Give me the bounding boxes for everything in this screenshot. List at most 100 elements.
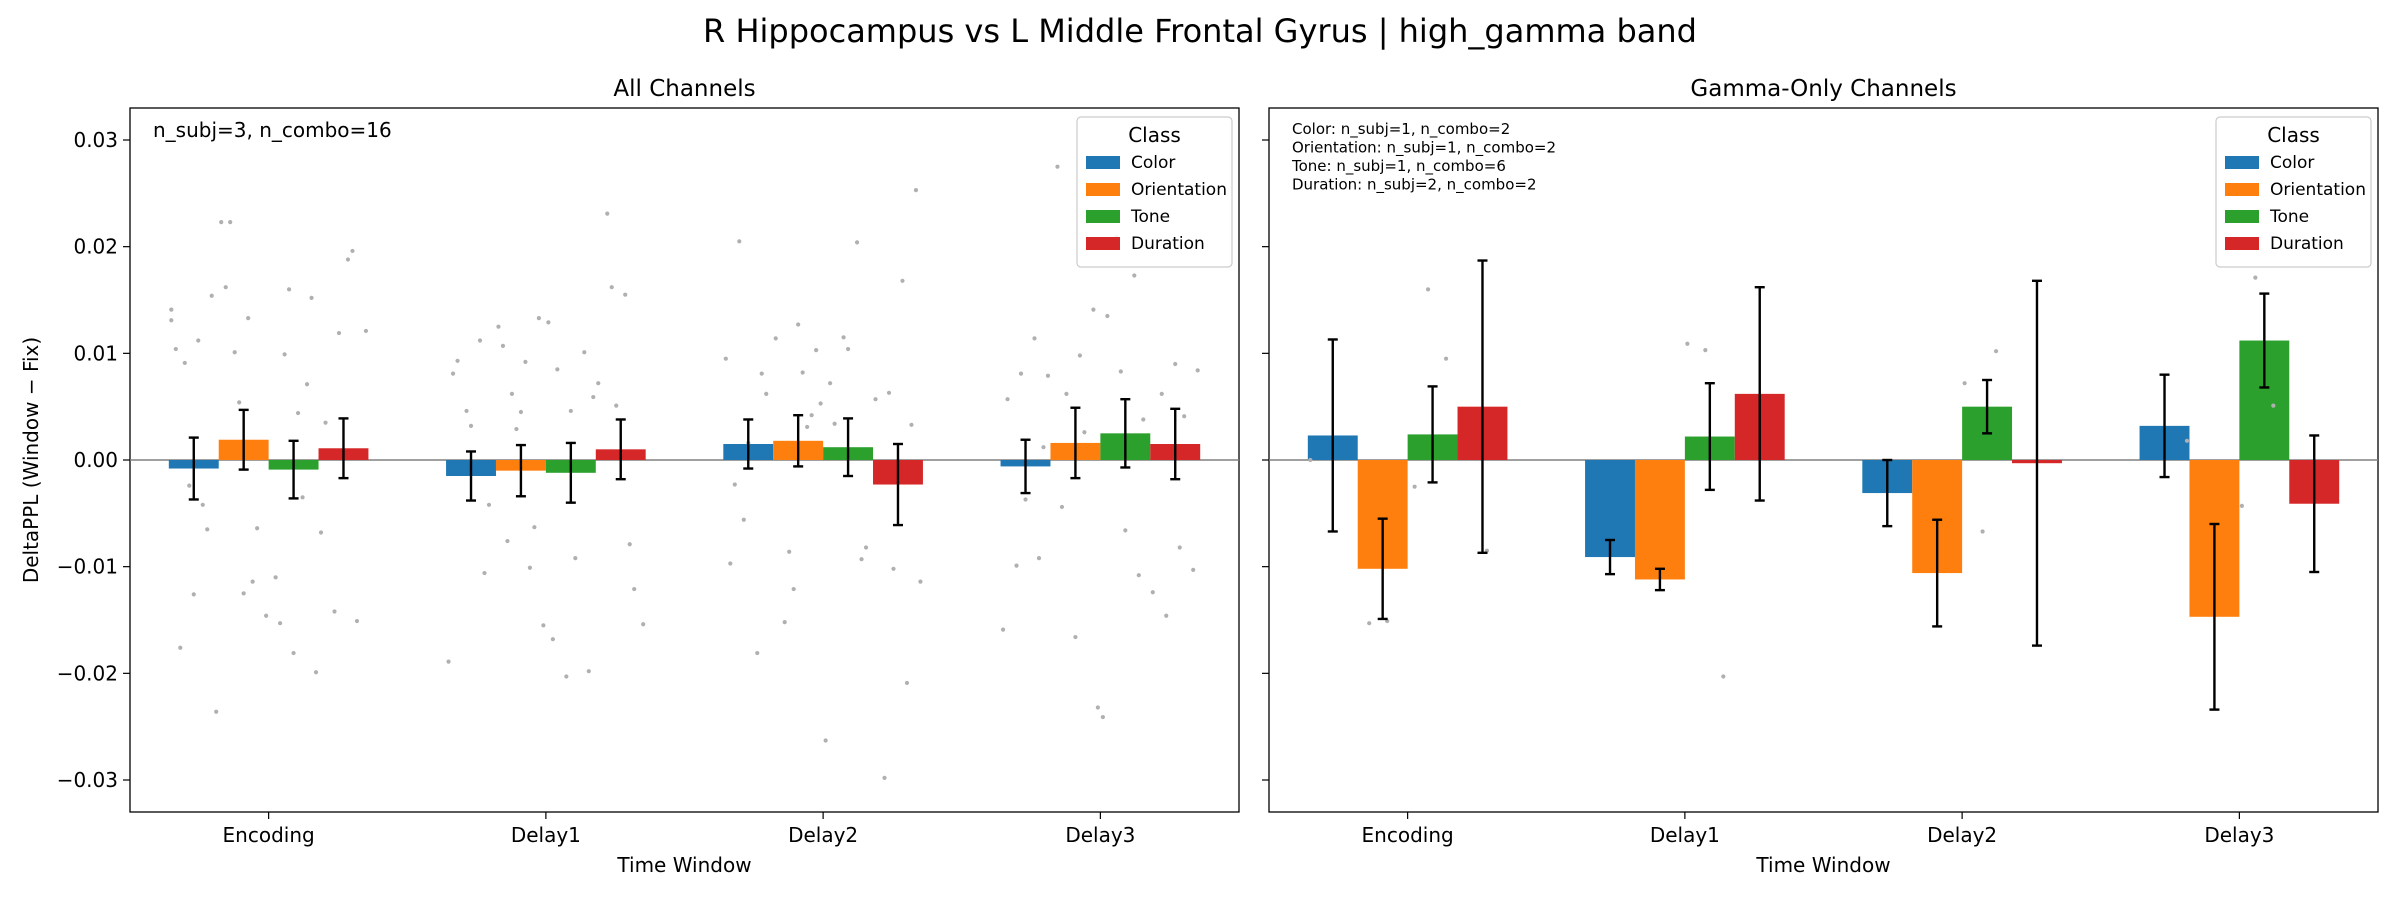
y-tick-label: −0.02 (57, 661, 118, 685)
data-point (873, 397, 878, 402)
error-bar-duration-delay1 (1754, 286, 1765, 502)
data-point (2184, 438, 2190, 443)
error-bar-duration-encoding (1477, 259, 1488, 554)
x-tick-label-delay1: Delay1 (1650, 823, 1720, 847)
error-bar-duration-delay2 (2031, 279, 2042, 647)
x-axis-label: Time Window (616, 853, 751, 877)
data-point (886, 390, 892, 395)
data-point (568, 408, 573, 414)
data-point (1045, 373, 1051, 378)
legend-swatch-color (1086, 156, 1120, 169)
data-point (805, 424, 810, 430)
data-point (573, 556, 578, 561)
data-point (455, 358, 460, 363)
error-bar-duration-delay3 (2309, 434, 2320, 574)
data-point (237, 400, 242, 405)
data-point (527, 565, 533, 570)
data-point (169, 318, 174, 323)
data-point (1000, 627, 1006, 632)
legend-swatch-color (2225, 156, 2259, 169)
data-point (228, 220, 233, 225)
data-point (1177, 545, 1182, 550)
error-bar-orientation-delay2 (1932, 518, 1943, 628)
data-point (209, 293, 214, 298)
data-point (1132, 273, 1137, 278)
error-bar-color-encoding (188, 436, 199, 501)
error-bar-color-delay2 (1882, 458, 1893, 528)
data-point (536, 316, 541, 321)
data-point (1164, 613, 1169, 618)
data-point (2239, 503, 2244, 508)
data-point (1082, 430, 1087, 435)
legend-label-tone: Tone (1130, 207, 1170, 227)
annotation-text: Tone: n_subj=1, n_combo=6 (1291, 157, 1506, 176)
data-point (764, 391, 769, 396)
data-point (509, 391, 515, 396)
data-point (728, 561, 733, 566)
error-bar-color-encoding (1327, 338, 1338, 533)
data-point (232, 350, 237, 355)
data-point (828, 381, 833, 386)
data-point (363, 328, 369, 334)
data-point (205, 527, 210, 532)
data-point (486, 502, 492, 507)
error-bar-tone-delay3 (2259, 292, 2270, 389)
legend-swatch-tone (1086, 210, 1120, 223)
data-point (791, 586, 796, 592)
data-point (614, 403, 619, 408)
data-point (1064, 391, 1069, 396)
data-point (450, 371, 456, 376)
data-point (1073, 634, 1078, 640)
data-point (354, 618, 360, 624)
data-point (468, 423, 474, 428)
data-point (214, 709, 219, 714)
data-point (250, 579, 255, 584)
data-point (482, 570, 487, 576)
x-tick-label-encoding: Encoding (1362, 823, 1454, 847)
error-bar-color-delay1 (1605, 538, 1616, 576)
data-point (1993, 349, 1999, 354)
data-point (609, 285, 614, 290)
data-point (336, 330, 342, 336)
data-point (841, 335, 846, 340)
x-tick-label-delay3: Delay3 (2204, 823, 2274, 847)
data-point (1123, 528, 1128, 533)
x-tick-label-delay3: Delay3 (1065, 823, 1135, 847)
legend-swatch-duration (1086, 237, 1120, 250)
data-point (1005, 397, 1010, 402)
data-point (1141, 417, 1146, 422)
data-point (1077, 353, 1083, 358)
data-point (550, 637, 555, 642)
data-point (1685, 341, 1690, 346)
data-point (255, 526, 260, 531)
data-point (627, 542, 632, 547)
data-point (818, 401, 823, 406)
x-tick-label-delay2: Delay2 (1927, 823, 1997, 847)
data-point (2271, 403, 2276, 408)
data-point (1091, 307, 1096, 312)
data-point (196, 338, 201, 343)
error-bar-tone-encoding (1427, 385, 1438, 484)
data-point (582, 350, 587, 355)
data-point (623, 292, 628, 297)
error-bar-tone-delay2 (1982, 378, 1993, 435)
data-point (1721, 674, 1726, 679)
y-tick-label: −0.03 (57, 768, 118, 792)
error-bar-tone-delay3 (1120, 398, 1131, 469)
data-point (1962, 381, 1967, 386)
error-bar-color-delay1 (466, 450, 477, 502)
error-bar-tone-delay1 (1704, 382, 1715, 492)
data-point (1443, 356, 1449, 361)
data-point (332, 609, 337, 614)
panel-title: All Channels (613, 76, 755, 102)
legend-label-color: Color (2270, 153, 2314, 173)
data-point (1703, 348, 1708, 353)
data-point (1150, 590, 1155, 595)
data-point (173, 346, 178, 352)
data-point (555, 367, 560, 372)
data-point (632, 586, 637, 592)
error-bar-color-delay3 (1020, 438, 1031, 495)
data-point (169, 307, 174, 312)
data-point (904, 680, 910, 686)
legend-swatch-orientation (1086, 183, 1120, 196)
